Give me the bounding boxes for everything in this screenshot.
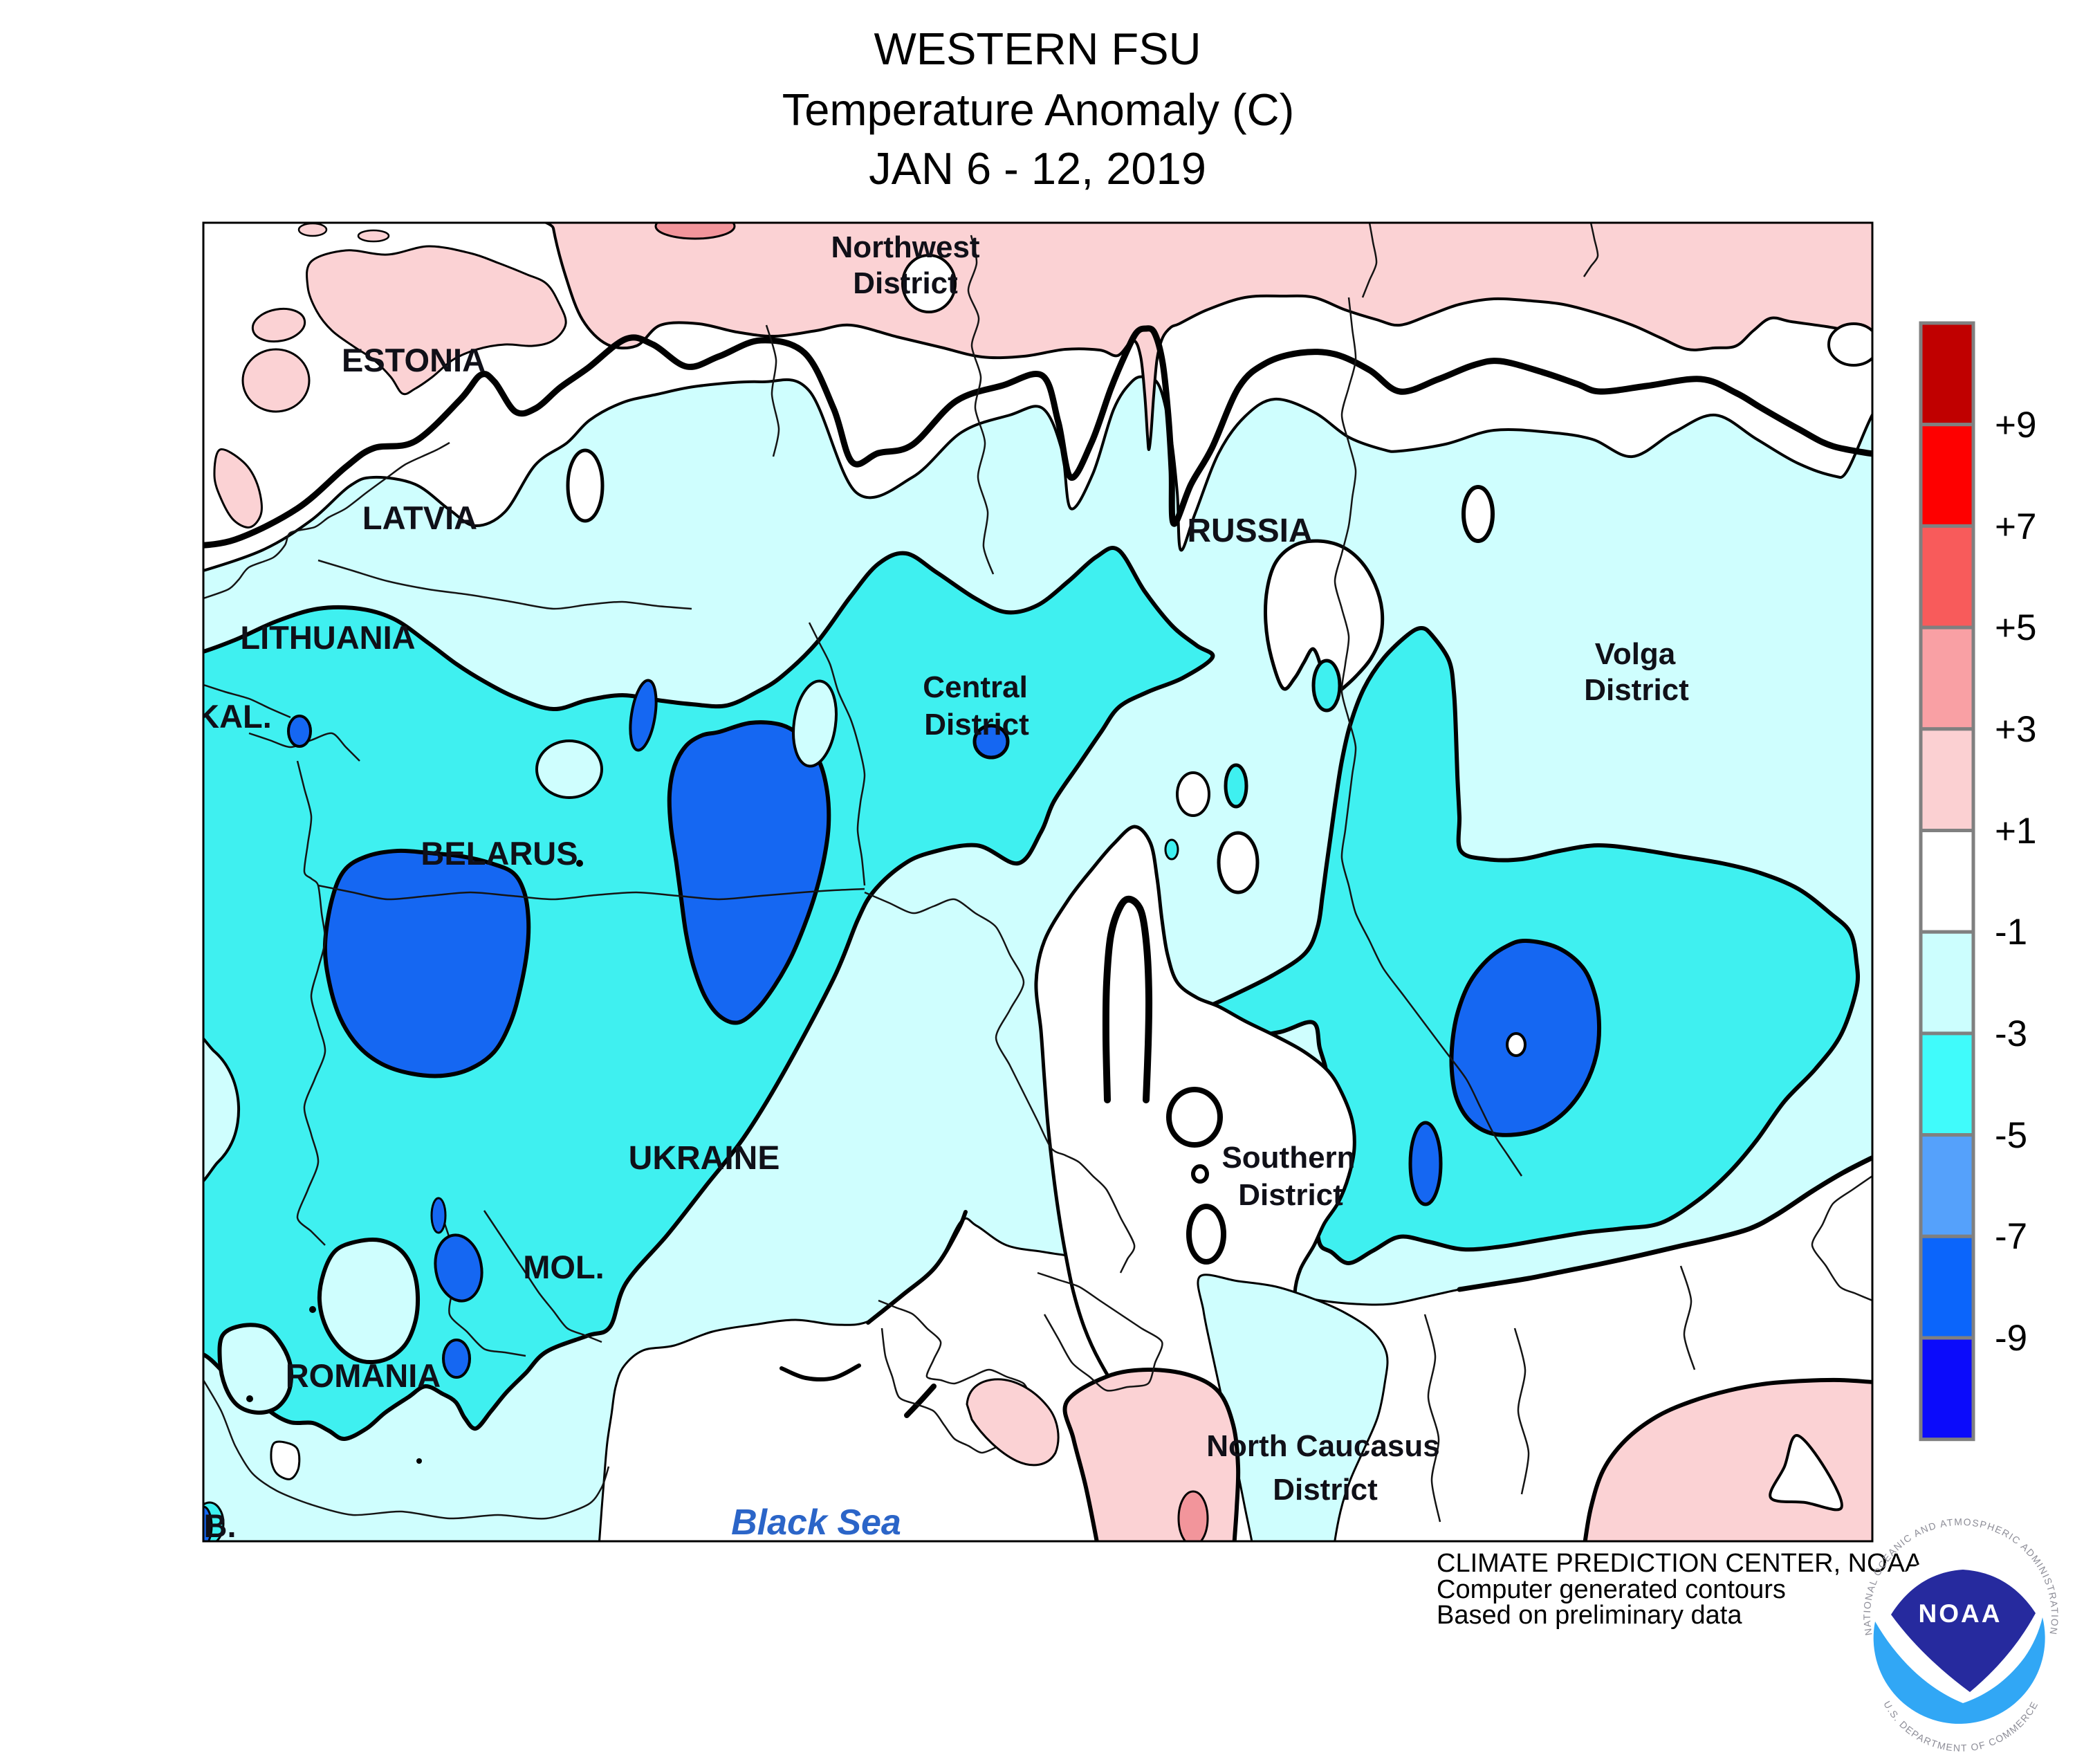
svg-text:ROMANIA: ROMANIA [286, 1357, 441, 1394]
svg-text:+5: +5 [1995, 607, 2036, 648]
svg-text:-1: -1 [1995, 912, 2027, 953]
svg-text:Based on preliminary data: Based on preliminary data [1437, 1601, 1742, 1630]
svg-text:+7: +7 [1995, 506, 2036, 547]
svg-text:-7: -7 [1995, 1216, 2027, 1257]
svg-text:Northwest: Northwest [831, 230, 979, 264]
svg-text:District: District [1273, 1473, 1378, 1507]
svg-text:NOAA: NOAA [1919, 1599, 2002, 1628]
svg-text:JAN 6 - 12, 2019: JAN 6 - 12, 2019 [869, 143, 1206, 194]
svg-text:-9: -9 [1995, 1318, 2027, 1359]
svg-text:UKRAINE: UKRAINE [629, 1140, 780, 1177]
svg-text:Black Sea: Black Sea [731, 1503, 901, 1543]
svg-text:ESTONIA: ESTONIA [342, 342, 486, 378]
svg-text:CLIMATE PREDICTION CENTER, NOA: CLIMATE PREDICTION CENTER, NOAA [1437, 1549, 1923, 1578]
svg-text:Temperature Anomaly (C): Temperature Anomaly (C) [782, 84, 1295, 135]
svg-text:District: District [1238, 1178, 1343, 1212]
svg-text:District: District [1584, 673, 1689, 707]
svg-text:LITHUANIA: LITHUANIA [240, 619, 415, 656]
svg-text:+3: +3 [1995, 709, 2036, 750]
svg-text:Computer generated contours: Computer generated contours [1437, 1575, 1786, 1604]
svg-text:Southern: Southern [1221, 1141, 1355, 1175]
svg-text:+9: +9 [1995, 405, 2036, 445]
svg-text:District: District [924, 708, 1029, 742]
svg-text:-5: -5 [1995, 1115, 2027, 1156]
svg-text:Central: Central [923, 670, 1028, 704]
svg-text:+1: +1 [1995, 811, 2036, 852]
svg-text:-3: -3 [1995, 1013, 2027, 1054]
svg-text:North Caucasus: North Caucasus [1206, 1429, 1439, 1463]
svg-text:KAL.: KAL. [196, 698, 272, 735]
svg-text:District: District [853, 266, 958, 300]
svg-text:RUSSIA: RUSSIA [1187, 513, 1312, 549]
svg-text:LATVIA: LATVIA [362, 499, 477, 536]
svg-text:MOL.: MOL. [523, 1249, 604, 1285]
svg-text:Volga: Volga [1595, 637, 1676, 671]
svg-text:WESTERN FSU: WESTERN FSU [874, 24, 1201, 74]
svg-text:B.: B. [204, 1507, 237, 1544]
svg-text:BELARUS: BELARUS [421, 835, 578, 872]
